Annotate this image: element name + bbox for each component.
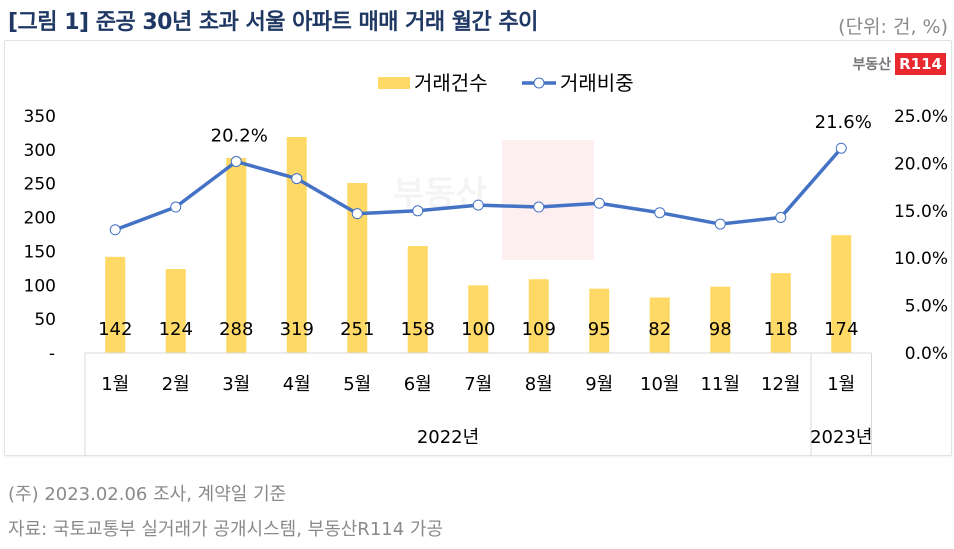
line-point-5	[351, 208, 363, 220]
bar-12	[770, 273, 791, 353]
bar-data-label: 100	[461, 319, 495, 340]
month-label: 1월	[101, 374, 129, 395]
month-label: 3월	[222, 374, 250, 395]
watermark	[502, 140, 594, 260]
bar-7	[468, 285, 489, 353]
left-axis-tick: 150	[24, 242, 56, 262]
bar-2	[165, 269, 186, 353]
bar-data-label: 142	[98, 319, 132, 340]
chart-panel	[4, 40, 952, 456]
month-label: 12월	[761, 374, 800, 395]
left-axis-tick: 250	[24, 175, 56, 195]
logo-badge: R114	[895, 53, 946, 75]
month-label: 7월	[464, 374, 492, 395]
line-point-9	[593, 197, 605, 209]
year-label: 2023년	[810, 427, 872, 448]
footnote: (주) 2023.02.06 조사, 계약일 기준	[8, 484, 287, 505]
right-axis-tick: 15.0%	[894, 202, 948, 222]
right-axis-tick: 10.0%	[894, 249, 948, 269]
bar-1	[105, 256, 126, 353]
right-axis-tick: 25.0%	[894, 107, 948, 127]
right-axis-tick: 0.0%	[905, 344, 948, 364]
left-axis-tick: 200	[24, 209, 56, 229]
month-label: 6월	[404, 374, 432, 395]
month-label: 5월	[343, 374, 371, 395]
line-point-3	[230, 156, 242, 168]
right-axis-tick: 20.0%	[894, 154, 948, 174]
line-data-label: 20.2%	[211, 126, 268, 147]
bar-4	[286, 136, 307, 353]
line-data-label: 21.6%	[815, 112, 872, 133]
bar-data-label: 98	[709, 319, 732, 340]
line-point-1	[109, 224, 121, 236]
unit-label: (단위: 건, %)	[838, 16, 948, 38]
legend-line-label: 거래비중	[560, 71, 634, 95]
left-axis-tick: 100	[24, 276, 56, 296]
bar-10	[649, 297, 670, 353]
bar-5	[347, 183, 368, 353]
bar-data-label: 174	[824, 319, 858, 340]
bar-6	[407, 246, 428, 353]
bar-data-label: 288	[219, 319, 253, 340]
month-label: 11월	[701, 374, 740, 395]
legend-bar-swatch	[378, 77, 410, 89]
bar-9	[589, 288, 610, 353]
line-point-8	[533, 201, 545, 213]
line-point-4	[291, 173, 303, 185]
year-label: 2022년	[417, 427, 479, 448]
left-axis-tick: -	[49, 344, 55, 364]
bar-3	[226, 157, 247, 353]
month-label: 2월	[162, 374, 190, 395]
bar-data-label: 118	[764, 319, 798, 340]
bar-data-label: 124	[159, 319, 193, 340]
bar-8	[528, 279, 549, 353]
brand-logo: 부동산 R114	[852, 53, 946, 75]
bar-13	[831, 235, 852, 353]
left-axis-tick: 300	[24, 141, 56, 161]
bar-11	[710, 286, 731, 353]
bar-data-label: 158	[401, 319, 435, 340]
line-point-7	[472, 199, 484, 211]
left-axis-tick: 350	[24, 107, 56, 127]
month-label: 9월	[585, 374, 613, 395]
month-label: 10월	[640, 374, 679, 395]
bar-data-label: 251	[340, 319, 374, 340]
month-label: 8월	[525, 374, 553, 395]
source-note: 자료: 국토교통부 실거래가 공개시스템, 부동산R114 가공	[8, 519, 444, 540]
line-point-13	[835, 142, 847, 154]
figure-title: [그림 1] 준공 30년 초과 서울 아파트 매매 거래 월간 추이	[8, 10, 538, 35]
bar-data-label: 95	[588, 319, 611, 340]
bar-data-label: 109	[522, 319, 556, 340]
legend-bar-label: 거래건수	[414, 71, 488, 95]
left-axis-tick: 50	[34, 310, 56, 330]
bar-data-label: 319	[280, 319, 314, 340]
line-point-6	[412, 205, 424, 217]
bar-data-label: 82	[648, 319, 671, 340]
legend-line-marker	[533, 77, 545, 89]
line-point-10	[654, 207, 666, 219]
line-point-2	[170, 201, 182, 213]
line-point-11	[714, 218, 726, 230]
line-point-12	[775, 211, 787, 223]
right-axis-tick: 5.0%	[905, 297, 948, 317]
month-label: 1월	[827, 374, 855, 395]
logo-text: 부동산	[852, 57, 892, 73]
month-label: 4월	[283, 374, 311, 395]
